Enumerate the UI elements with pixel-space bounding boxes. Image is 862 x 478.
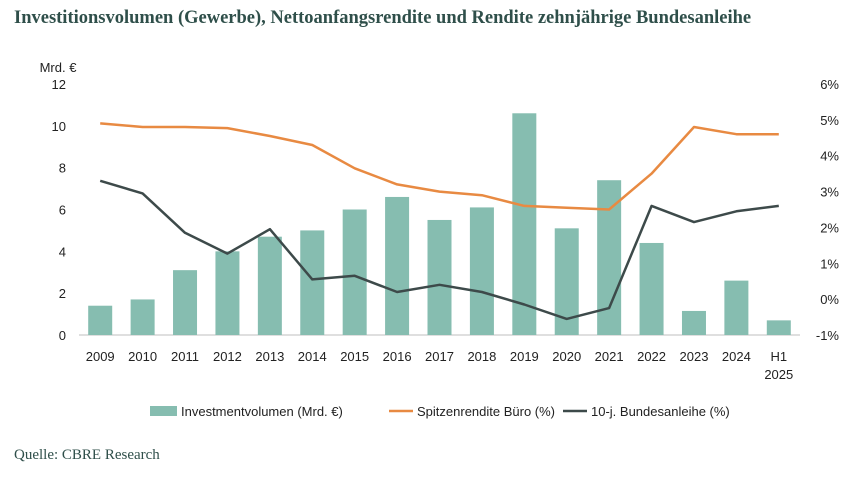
bar xyxy=(681,310,706,335)
bar xyxy=(724,280,749,335)
right-tick-label: 5% xyxy=(820,113,839,128)
x-tick-label: 2018 xyxy=(467,349,496,364)
bar xyxy=(215,251,240,335)
x-tick-label: 2016 xyxy=(383,349,412,364)
legend: Investmentvolumen (Mrd. €) Spitzenrendite… xyxy=(150,404,730,419)
left-tick-label: 12 xyxy=(52,77,66,92)
axes-group: Mrd. € 0 2 4 6 8 10 12 -1% 0% 1% 2% 3% 4% 5% 6% 2009 2010… xyxy=(40,60,840,382)
x-tick-label: 2022 xyxy=(637,349,666,364)
right-tick-label: 1% xyxy=(820,256,839,271)
legend-label: Investmentvolumen (Mrd. €) xyxy=(181,404,343,419)
x-tick-label: 2019 xyxy=(510,349,539,364)
x-tick-label: 2010 xyxy=(128,349,157,364)
left-tick-label: 2 xyxy=(59,286,66,301)
bar xyxy=(257,236,282,335)
bar xyxy=(469,207,494,335)
x-tick-label: H1 xyxy=(770,349,787,364)
x-tick-label: 2015 xyxy=(340,349,369,364)
bar xyxy=(766,320,791,335)
x-tick-label: 2012 xyxy=(213,349,242,364)
x-tick-label: 2021 xyxy=(595,349,624,364)
x-tick-label: 2017 xyxy=(425,349,454,364)
bar xyxy=(385,196,410,335)
bar xyxy=(639,242,664,335)
right-tick-label: 4% xyxy=(820,149,839,164)
x-tick-label: 2025 xyxy=(764,367,793,382)
x-tick-label: 2009 xyxy=(86,349,115,364)
left-tick-label: 8 xyxy=(59,161,66,176)
x-tick-label: 2014 xyxy=(298,349,327,364)
x-tick-label: 2024 xyxy=(722,349,751,364)
left-tick-label: 6 xyxy=(59,203,66,218)
legend-swatch-bar xyxy=(150,406,177,416)
bar-series xyxy=(88,113,791,336)
right-tick-label: 6% xyxy=(820,77,839,92)
bar xyxy=(173,270,198,335)
left-tick-label: 4 xyxy=(59,244,66,259)
bar xyxy=(130,299,155,335)
right-tick-label: -1% xyxy=(816,328,840,343)
left-tick-label: 0 xyxy=(59,328,66,343)
right-tick-label: 2% xyxy=(820,220,839,235)
bar xyxy=(88,305,113,335)
bar xyxy=(512,113,537,336)
chart-title: Investitionsvolumen (Gewerbe), Nettoanfa… xyxy=(14,8,752,28)
legend-label: Spitzenrendite Büro (%) xyxy=(417,404,555,419)
left-tick-label: 10 xyxy=(52,119,66,134)
bar xyxy=(342,209,367,335)
right-tick-label: 3% xyxy=(820,185,839,200)
series-line xyxy=(100,122,779,211)
x-tick-label: 2011 xyxy=(171,349,199,364)
x-tick-label: 2020 xyxy=(552,349,581,364)
bar xyxy=(300,230,325,335)
source-note: Quelle: CBRE Research xyxy=(14,447,160,463)
legend-label: 10-j. Bundesanleihe (%) xyxy=(591,404,730,419)
bar xyxy=(427,219,452,335)
series-line xyxy=(99,179,779,321)
right-tick-label: 0% xyxy=(820,292,839,307)
line-series xyxy=(99,122,779,321)
x-tick-label: 2013 xyxy=(255,349,284,364)
x-tick-label: 2023 xyxy=(680,349,709,364)
left-axis-unit: Mrd. € xyxy=(40,60,78,75)
